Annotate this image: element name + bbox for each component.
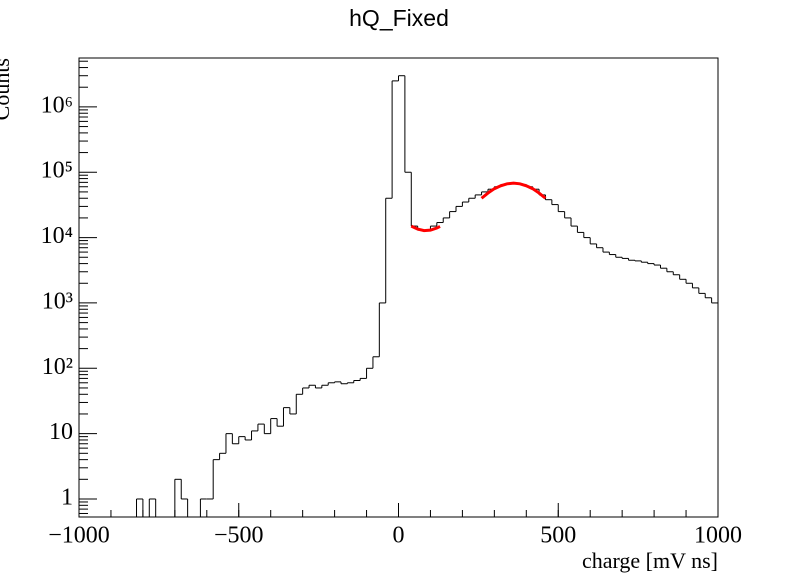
y-tick-label: 10²: [42, 354, 73, 380]
y-tick-label: 10⁴: [41, 223, 73, 249]
chart-title: hQ_Fixed: [349, 5, 449, 31]
fit-curve: [410, 224, 441, 233]
fit-curve: [480, 181, 547, 200]
y-tick-label: 10⁶: [41, 92, 73, 118]
y-tick-label: 10³: [42, 288, 73, 314]
x-axis-label: charge [mV ns]: [582, 548, 718, 573]
y-axis-label: Counts: [0, 58, 14, 120]
y-tick-label: 10: [49, 419, 73, 445]
x-tick-label: 500: [540, 523, 576, 549]
x-tick-label: −500: [214, 523, 264, 549]
histogram-edge: [136, 75, 719, 517]
y-tick-label: 10⁵: [41, 158, 73, 184]
x-tick-label: 0: [393, 523, 405, 549]
frame: [78, 57, 719, 518]
x-tick-label: 1000: [694, 523, 742, 549]
x-tick-label: −1000: [48, 523, 110, 549]
y-tick-label: 1: [61, 484, 73, 510]
